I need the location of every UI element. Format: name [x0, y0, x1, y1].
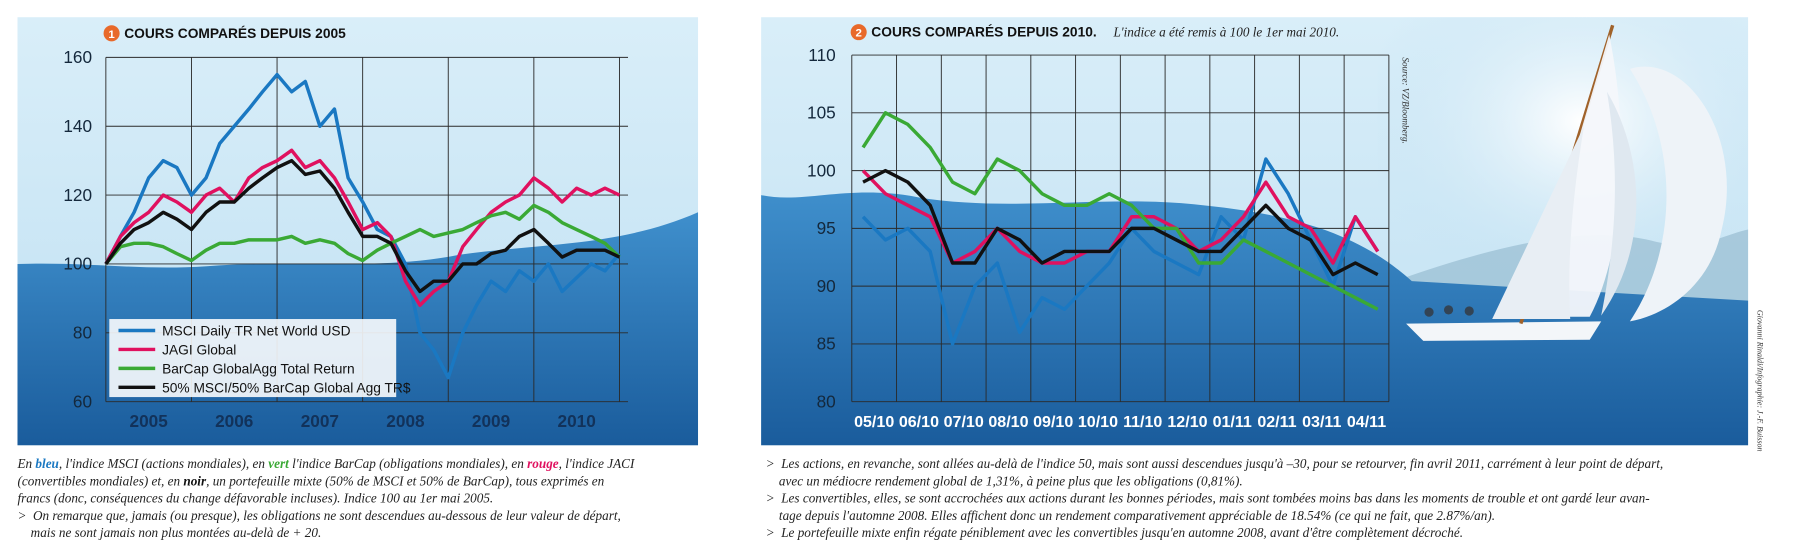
y-tick-label: 120 [63, 185, 92, 205]
y-tick-label: 140 [63, 116, 92, 136]
caption-segment: (convertibles mondiales) et, en [17, 473, 183, 488]
badge [850, 24, 867, 41]
caption-line: mais ne sont jamais non plus montées au-… [17, 525, 321, 540]
caption-segment: noir [183, 473, 207, 488]
chart-title: COURS COMPARÉS DEPUIS 2005 [124, 25, 346, 41]
caption-segment: bleu [35, 456, 58, 471]
caption-segment: > Le portefeuille mixte enfin régate pén… [766, 525, 1463, 540]
caption-segment: > On remarque que, jamais (ou presque), … [17, 508, 620, 523]
caption-line: > Le portefeuille mixte enfin régate pén… [766, 525, 1463, 540]
caption-line: > On remarque que, jamais (ou presque), … [17, 508, 620, 523]
chart-subtitle: L'indice a été remis à 100 le 1er mai 20… [1112, 25, 1339, 40]
x-tick-label: 2005 [130, 411, 169, 431]
y-tick-label: 110 [808, 45, 835, 65]
x-tick-label: 2007 [301, 411, 339, 431]
legend-box [109, 319, 397, 398]
caption-segment: tage depuis l'automne 2008. Elles affich… [766, 508, 1495, 523]
series-line [104, 203, 621, 266]
caption-segment: avec un médiocre rendement global de 1,3… [766, 473, 1243, 488]
caption-segment: En [16, 456, 35, 471]
series-line [861, 111, 1379, 311]
x-tick-label: 2006 [215, 411, 253, 431]
source: Source: VZ/Bloomberg. [1401, 57, 1411, 143]
series-line [104, 72, 621, 380]
x-tick-label: 08/10 [988, 413, 1028, 431]
x-tick-label: 12/10 [1167, 413, 1207, 431]
caption-line: En bleu, l'indice MSCI (actions mondiale… [16, 456, 634, 471]
series-line [104, 148, 621, 307]
caption-segment: > Les actions, en revanche, sont allées … [766, 456, 1664, 471]
x-tick-label: 07/10 [944, 413, 984, 431]
x-tick-label: 02/11 [1257, 413, 1296, 431]
caption-segment: francs (donc, conséquences du change déf… [17, 491, 493, 506]
y-tick-label: 60 [73, 391, 92, 411]
x-tick-label: 01/11 [1213, 413, 1252, 431]
caption-line: francs (donc, conséquences du change déf… [17, 491, 493, 506]
y-tick-label: 90 [817, 276, 836, 296]
legend-label: 50% MSCI/50% BarCap Global Agg TR$ [162, 380, 411, 395]
caption-line: > Les convertibles, elles, se sont accro… [766, 491, 1650, 506]
x-tick-label: 04/11 [1347, 413, 1386, 431]
x-tick-label: 2010 [558, 411, 596, 431]
caption-segment: , l'indice MSCI (actions mondiales), en [59, 456, 268, 471]
legend-label: BarCap GlobalAgg Total Return [162, 362, 355, 377]
caption-segment: mais ne sont jamais non plus montées au-… [17, 525, 321, 540]
chart-title: COURS COMPARÉS DEPUIS 2010. [871, 24, 1096, 40]
x-tick-label: 06/10 [899, 413, 939, 431]
caption-line: avec un médiocre rendement global de 1,3… [766, 473, 1243, 488]
badge-number: 1 [108, 29, 115, 41]
y-tick-label: 160 [63, 47, 92, 67]
caption-segment: , l'indice JACI [559, 456, 635, 471]
y-tick-label: 95 [817, 218, 836, 238]
caption-line: (convertibles mondiales) et, en noir, un… [17, 473, 604, 488]
legend-label: MSCI Daily TR Net World USD [162, 324, 350, 339]
caption-segment: , un portefeuille mixte (50% de MSCI et … [206, 473, 605, 488]
credit: Giovanni Rinaldi/Infographie: J.-F. Buis… [1755, 310, 1764, 452]
x-tick-label: 11/10 [1123, 413, 1162, 431]
caption-line: tage depuis l'automne 2008. Elles affich… [766, 508, 1495, 523]
legend: MSCI Daily TR Net World USD JAGI Global Ba… [109, 319, 411, 398]
x-tick-label: 09/10 [1033, 413, 1073, 431]
y-tick-label: 100 [63, 254, 92, 274]
x-tick-label: 05/10 [854, 413, 894, 431]
legend-label: JAGI Global [162, 343, 236, 358]
series-line [861, 157, 1380, 346]
x-tick-label: 2009 [472, 411, 510, 431]
caption-segment: > Les convertibles, elles, se sont accro… [766, 491, 1650, 506]
series-line [862, 168, 1379, 277]
y-tick-label: 80 [73, 323, 92, 343]
x-tick-label: 2008 [386, 411, 425, 431]
badge-number: 2 [855, 28, 861, 40]
y-tick-label: 105 [807, 103, 836, 123]
caption-segment: vert [268, 456, 289, 471]
badge [103, 25, 120, 42]
series-line [104, 158, 621, 294]
caption-segment: l'indice BarCap (obligations mondiales),… [289, 456, 527, 471]
caption-line: > Les actions, en revanche, sont allées … [766, 456, 1664, 471]
x-tick-label: 10/10 [1078, 413, 1118, 431]
y-tick-label: 80 [817, 391, 836, 411]
y-tick-label: 85 [817, 334, 836, 354]
y-tick-label: 100 [807, 160, 836, 180]
caption-segment: rouge [527, 456, 559, 471]
x-tick-label: 03/11 [1302, 413, 1341, 431]
